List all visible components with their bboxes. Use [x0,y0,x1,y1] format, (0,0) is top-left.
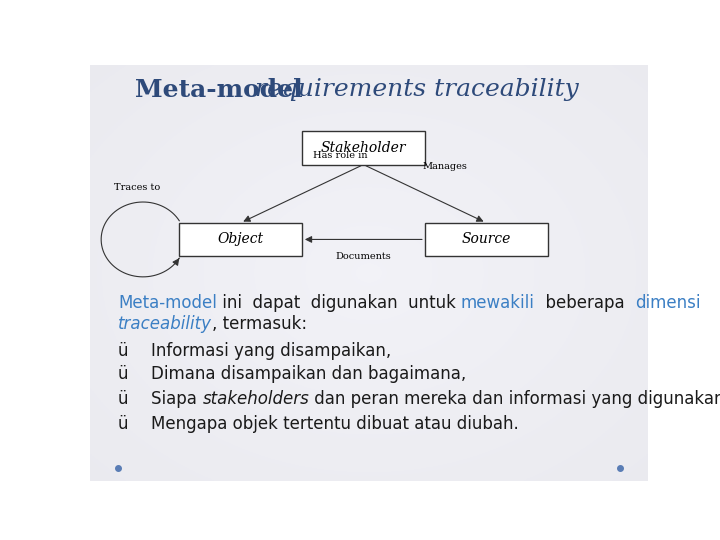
Text: requirements traceability: requirements traceability [255,78,578,101]
Text: stakeholders: stakeholders [202,390,310,408]
Text: Source: Source [462,232,511,246]
Text: Manages: Manages [422,162,467,171]
FancyBboxPatch shape [425,223,547,256]
Text: , termasuk:: , termasuk: [212,315,307,333]
Text: ini  dapat  digunakan  untuk: ini dapat digunakan untuk [217,294,461,312]
Text: Meta-model: Meta-model [135,78,311,102]
Text: Informasi yang disampaikan,: Informasi yang disampaikan, [151,342,392,360]
Text: mewakili: mewakili [461,294,535,312]
Text: traceability: traceability [118,315,212,333]
Text: Traces to: Traces to [114,183,161,192]
Text: ü: ü [118,415,139,433]
Text: ü: ü [118,342,139,360]
FancyBboxPatch shape [302,131,425,165]
Text: Has role in: Has role in [313,151,368,160]
Text: Object: Object [217,232,264,246]
Text: ü: ü [118,390,139,408]
FancyBboxPatch shape [179,223,302,256]
Text: Documents: Documents [336,252,391,261]
Text: dan peran mereka dan informasi yang digunakan,: dan peran mereka dan informasi yang digu… [310,390,720,408]
Text: ü: ü [118,364,139,383]
Text: dimensi: dimensi [635,294,701,312]
Text: Siapa: Siapa [151,390,202,408]
Text: Mengapa objek tertentu dibuat atau diubah.: Mengapa objek tertentu dibuat atau diuba… [151,415,519,433]
Text: Dimana disampaikan dan bagaimana,: Dimana disampaikan dan bagaimana, [151,364,467,383]
Text: Meta-model: Meta-model [118,294,217,312]
Text: beberapa: beberapa [535,294,635,312]
Text: Stakeholder: Stakeholder [320,141,406,155]
